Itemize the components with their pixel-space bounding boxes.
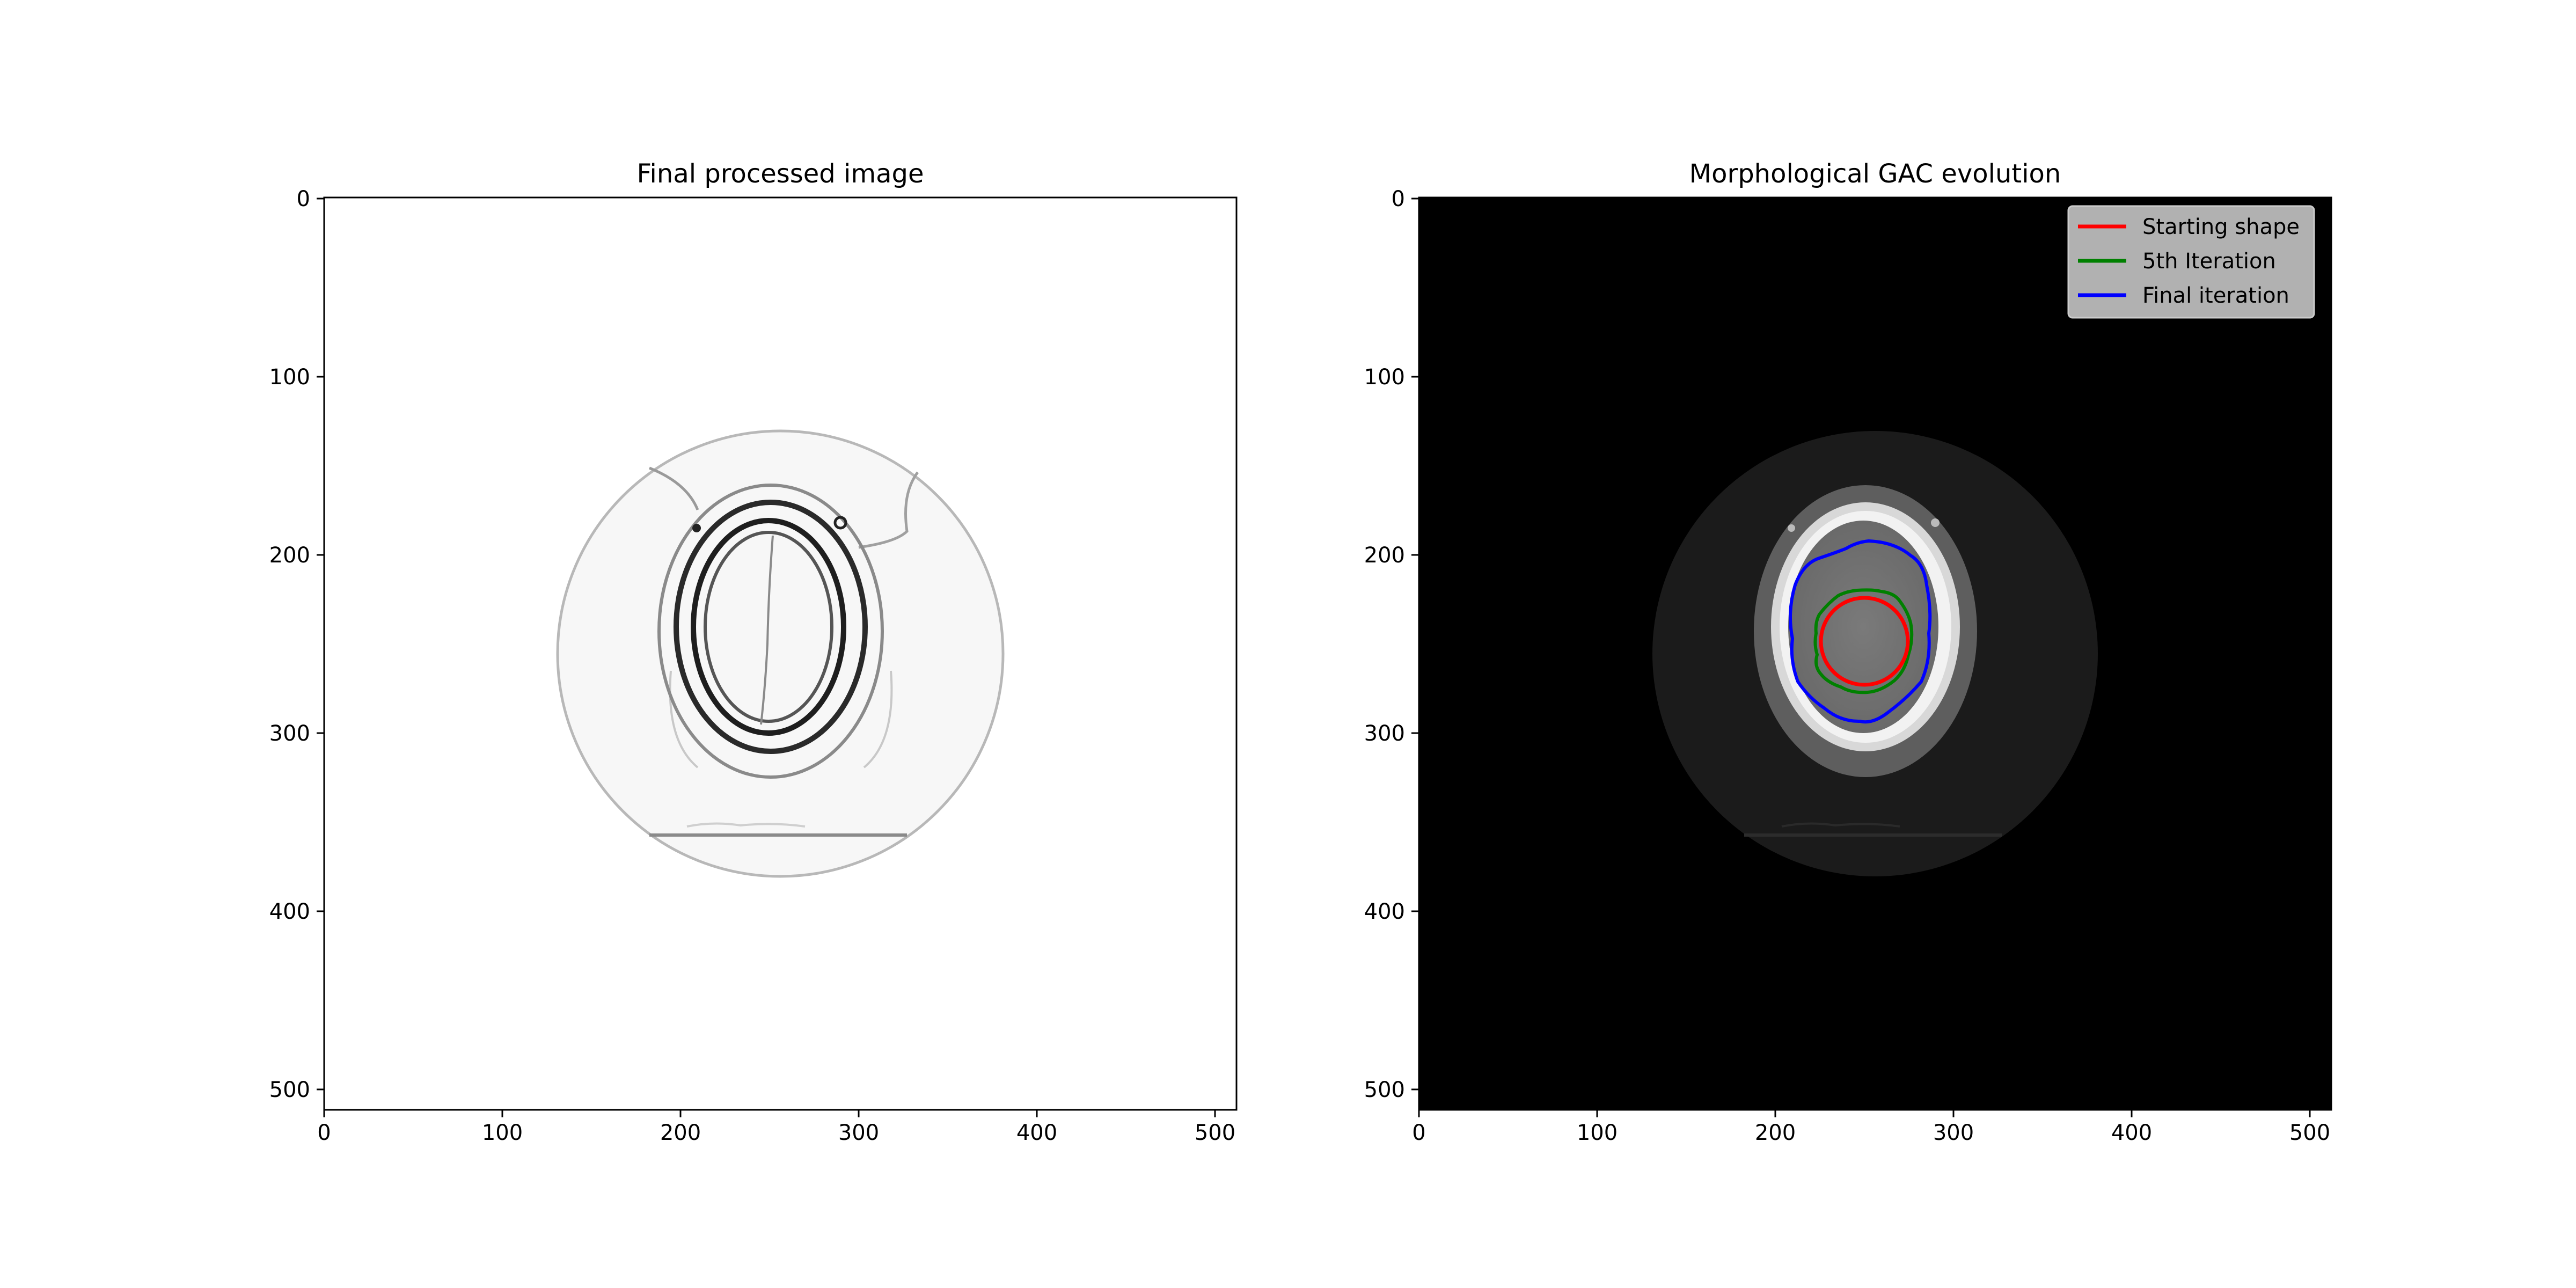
right-y-tick-label: 300: [1364, 721, 1405, 746]
right-x-axis: 0 100 200 300 400 500: [1412, 1110, 2330, 1145]
right-x-tick-label: 300: [1933, 1121, 1974, 1145]
right-y-axis: 0 100 200 300 400 500: [1364, 187, 1419, 1102]
right-x-tick-label: 500: [2289, 1121, 2330, 1145]
right-y-tick-label: 500: [1364, 1078, 1405, 1102]
right-x-tick-label: 400: [2111, 1121, 2152, 1145]
right-x-tick-label: 200: [1755, 1121, 1796, 1145]
right-axes-frame: [1418, 196, 2332, 1111]
fifth-iteration-contour: [1813, 588, 1914, 694]
left-y-tick-label: 200: [269, 543, 310, 568]
left-y-axis: 0 100 200 300 400 500: [269, 187, 324, 1102]
left-panel: Final processed image: [269, 159, 1238, 1145]
legend-label: Starting shape: [2142, 215, 2300, 239]
left-x-tick-label: 500: [1195, 1121, 1235, 1145]
left-y-tick-label: 100: [269, 365, 310, 390]
left-x-axis: 0 100 200 300 400 500: [317, 1110, 1235, 1145]
right-panel-title: Morphological GAC evolution: [1689, 159, 2061, 189]
legend-label: 5th Iteration: [2142, 249, 2276, 274]
legend-label: Final iteration: [2142, 283, 2289, 308]
right-y-tick-label: 200: [1364, 543, 1405, 568]
left-y-tick-label: 0: [297, 187, 310, 211]
right-y-tick-label: 0: [1392, 187, 1405, 211]
left-x-tick-label: 300: [838, 1121, 879, 1145]
processed-image: [324, 197, 1236, 1110]
left-x-tick-label: 100: [482, 1121, 523, 1145]
right-x-tick-label: 0: [1412, 1121, 1425, 1145]
legend: Starting shape 5th Iteration Final itera…: [2067, 205, 2315, 319]
left-x-tick-label: 0: [317, 1121, 331, 1145]
left-y-tick-label: 500: [269, 1078, 310, 1102]
right-x-tick-label: 100: [1577, 1121, 1618, 1145]
final-iteration-contour: [1789, 539, 1932, 724]
right-y-tick-label: 100: [1364, 365, 1405, 390]
ct-image: [1419, 197, 2331, 1110]
left-x-tick-label: 200: [660, 1121, 701, 1145]
starting-shape-contour: [1819, 596, 1910, 687]
left-panel-title: Final processed image: [636, 159, 924, 189]
left-y-tick-label: 400: [269, 899, 310, 924]
left-y-tick-label: 300: [269, 721, 310, 746]
left-axes-frame: [323, 196, 1238, 1111]
right-y-tick-label: 400: [1364, 899, 1405, 924]
legend-box: [2067, 205, 2315, 319]
right-panel: Morphological GAC evolution: [1364, 159, 2332, 1145]
left-x-tick-label: 400: [1016, 1121, 1057, 1145]
